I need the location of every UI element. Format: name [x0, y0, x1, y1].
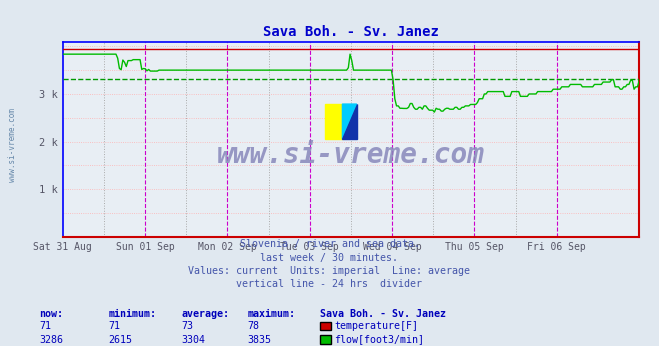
- Text: 2615: 2615: [109, 335, 132, 345]
- Text: Sava Boh. - Sv. Janez: Sava Boh. - Sv. Janez: [320, 309, 445, 319]
- Text: Slovenia / river and sea data.: Slovenia / river and sea data.: [239, 239, 420, 249]
- Text: average:: average:: [181, 309, 229, 319]
- Text: 3835: 3835: [247, 335, 271, 345]
- Text: 73: 73: [181, 321, 193, 331]
- Text: last week / 30 minutes.: last week / 30 minutes.: [260, 253, 399, 263]
- Text: www.si-vreme.com: www.si-vreme.com: [8, 108, 17, 182]
- Text: 71: 71: [40, 321, 51, 331]
- Text: 71: 71: [109, 321, 121, 331]
- Text: now:: now:: [40, 309, 63, 319]
- Polygon shape: [343, 104, 357, 139]
- Text: minimum:: minimum:: [109, 309, 157, 319]
- Text: maximum:: maximum:: [247, 309, 295, 319]
- Text: temperature[F]: temperature[F]: [334, 321, 418, 331]
- Text: www.si-vreme.com: www.si-vreme.com: [217, 141, 485, 169]
- Polygon shape: [343, 104, 357, 139]
- Text: 78: 78: [247, 321, 259, 331]
- Text: 3286: 3286: [40, 335, 63, 345]
- Text: 3304: 3304: [181, 335, 205, 345]
- Title: Sava Boh. - Sv. Janez: Sava Boh. - Sv. Janez: [263, 25, 439, 39]
- Bar: [325, 104, 343, 139]
- Text: Values: current  Units: imperial  Line: average: Values: current Units: imperial Line: av…: [188, 266, 471, 276]
- Text: flow[foot3/min]: flow[foot3/min]: [334, 335, 424, 345]
- Text: vertical line - 24 hrs  divider: vertical line - 24 hrs divider: [237, 279, 422, 289]
